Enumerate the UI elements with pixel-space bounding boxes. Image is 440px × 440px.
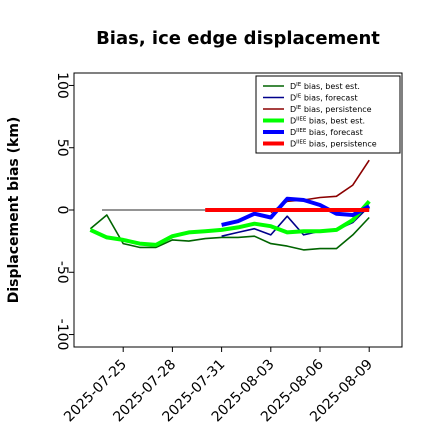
legend-label-5: DIIEE bias, persistence <box>290 140 377 149</box>
series-line-4 <box>221 196 371 227</box>
y-tick-label-4: -100 <box>54 319 70 351</box>
y-tick-label-0: 100 <box>54 72 70 99</box>
legend-label-4: DIIEE bias, forecast <box>290 128 363 137</box>
legend: DIE bias, best est. DIE bias, forecast DIE… <box>255 75 401 154</box>
legend-box <box>255 75 401 154</box>
y-tick-label-2: 0 <box>54 206 70 215</box>
series-line-0 <box>89 214 370 251</box>
legend-label-0: DIE bias, best est. <box>290 82 360 91</box>
chart-title: Bias, ice edge displacement <box>96 28 380 49</box>
y-tick-label-1: 50 <box>54 139 70 157</box>
y-tick-label-3: -50 <box>54 261 70 284</box>
series-line-3 <box>89 199 371 247</box>
legend-label-1: DIE bias, forecast <box>290 94 358 103</box>
y-axis-label: Displacement bias (km) <box>6 117 22 304</box>
legend-label-3: DIIEE bias, best est. <box>290 117 365 126</box>
legend-label-2: DIE bias, persistence <box>290 105 372 114</box>
